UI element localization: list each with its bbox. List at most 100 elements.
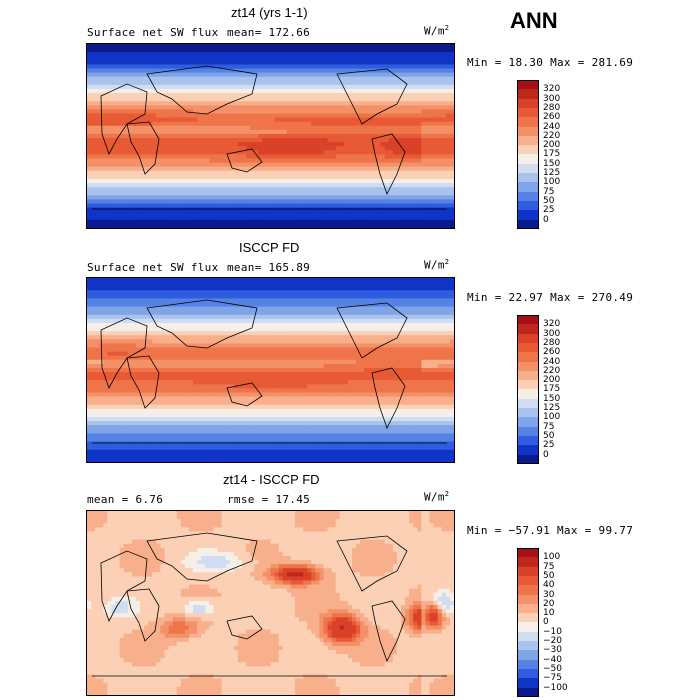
field-cell	[193, 60, 198, 66]
field-cell	[201, 154, 206, 160]
field-cell	[445, 121, 451, 127]
field-cell	[384, 44, 390, 49]
field-cell	[140, 211, 145, 217]
field-cell	[335, 203, 341, 209]
field-cell	[343, 121, 349, 127]
field-cell	[99, 302, 104, 308]
field-cell	[319, 76, 325, 82]
field-cell	[311, 314, 316, 320]
field-cell	[409, 48, 414, 53]
field-cell	[123, 101, 129, 106]
field-cell	[197, 113, 202, 119]
coastline	[226, 148, 263, 173]
field-cell	[152, 93, 157, 98]
field-cell	[87, 97, 92, 102]
field-cell	[111, 84, 117, 90]
field-cell	[217, 72, 223, 78]
field-cell	[99, 133, 104, 139]
field-cell	[95, 150, 100, 155]
field-cell	[95, 298, 100, 304]
field-cell	[127, 199, 133, 205]
field-cell	[156, 52, 161, 57]
field-cell	[270, 290, 276, 295]
field-cell	[323, 60, 329, 66]
field-cell	[131, 101, 137, 106]
field-cell	[441, 294, 447, 300]
field-cell	[299, 302, 304, 308]
field-cell	[356, 207, 361, 213]
field-cell	[193, 133, 198, 139]
field-cell	[209, 183, 215, 188]
field-cell	[400, 282, 406, 287]
field-cell	[303, 310, 308, 316]
field-cell	[209, 56, 215, 61]
field-cell	[441, 174, 447, 180]
field-cell	[441, 158, 447, 164]
field-cell	[441, 187, 447, 192]
field-cell	[152, 105, 157, 111]
field-cell	[356, 68, 361, 74]
field-cell	[164, 314, 170, 320]
field-cell	[343, 282, 349, 287]
field-cell	[131, 60, 137, 66]
field-cell	[376, 133, 382, 139]
field-cell	[323, 183, 329, 188]
field-cell	[213, 166, 219, 172]
field-cell	[429, 154, 435, 160]
field-cell	[246, 101, 251, 106]
field-cell	[319, 138, 325, 143]
field-cell	[119, 84, 125, 90]
field-cell	[311, 187, 316, 192]
field-cell	[347, 117, 353, 123]
field-cell	[323, 142, 329, 147]
field-cell	[258, 187, 263, 192]
field-cell	[205, 278, 210, 283]
field-cell	[299, 109, 304, 115]
field-cell	[311, 282, 316, 287]
field-cell	[286, 76, 292, 82]
field-cell	[396, 44, 402, 49]
field-cell	[229, 146, 235, 151]
field-cell	[368, 97, 374, 102]
field-cell	[152, 298, 157, 304]
field-cell	[437, 191, 443, 196]
field-cell	[274, 44, 280, 49]
field-cell	[188, 166, 194, 172]
field-cell	[217, 44, 223, 49]
field-cell	[352, 72, 357, 78]
field-cell	[197, 138, 202, 143]
field-cell	[160, 290, 166, 295]
field-cell	[278, 219, 284, 225]
field-cell	[339, 310, 345, 316]
field-cell	[266, 310, 272, 316]
field-cell	[445, 68, 451, 74]
field-cell	[405, 52, 410, 57]
field-cell	[127, 44, 133, 49]
field-cell	[282, 158, 288, 164]
field-cell	[445, 223, 451, 228]
field-cell	[184, 306, 190, 312]
field-cell	[156, 48, 161, 53]
field-cell	[140, 174, 145, 180]
field-cell	[229, 88, 235, 94]
field-cell	[115, 101, 121, 106]
field-cell	[368, 162, 374, 168]
field-cell	[303, 64, 308, 70]
field-cell	[356, 76, 361, 82]
field-cell	[303, 93, 308, 98]
field-cell	[286, 150, 292, 155]
field-cell	[241, 154, 247, 160]
field-cell	[87, 129, 92, 135]
field-cell	[140, 298, 145, 304]
field-cell	[400, 76, 406, 82]
field-cell	[396, 211, 402, 217]
field-cell	[286, 298, 292, 304]
field-cell	[364, 207, 369, 213]
field-cell	[217, 294, 223, 300]
field-cell	[315, 88, 321, 94]
field-cell	[135, 80, 141, 86]
field-cell	[241, 219, 247, 225]
field-cell	[184, 146, 190, 151]
field-cell	[278, 121, 284, 127]
field-cell	[266, 170, 272, 176]
